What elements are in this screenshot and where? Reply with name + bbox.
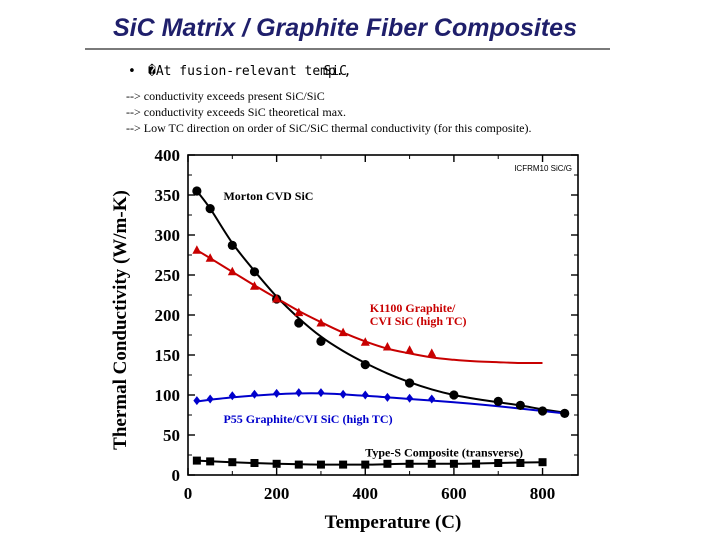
data-point-circle <box>537 406 548 416</box>
data-point-diamond <box>250 389 258 399</box>
y-tick-label: 50 <box>163 426 180 445</box>
x-axis-title: Temperature (C) <box>325 512 462 533</box>
data-point-circle <box>404 378 415 388</box>
data-point-circle <box>515 400 525 410</box>
data-point-diamond <box>193 396 201 406</box>
data-point-circle <box>249 267 260 277</box>
data-point-triangle <box>272 294 282 303</box>
slide-title: SiC Matrix / Graphite Fiber Composites <box>113 14 577 42</box>
annotation-label-3: Type-S Composite (transverse) <box>365 446 523 460</box>
data-point-triangle <box>192 245 202 254</box>
data-point-square <box>272 459 281 468</box>
data-point-circle <box>205 204 215 214</box>
data-point-diamond <box>361 390 369 400</box>
y-tick-label: 100 <box>155 386 181 405</box>
data-point-diamond <box>339 389 347 399</box>
data-point-square <box>206 457 215 466</box>
annotation-label-1: CVI SiC (high TC) <box>370 314 467 328</box>
data-point-square <box>538 458 547 467</box>
data-point-triangle <box>338 327 348 337</box>
data-point-square <box>339 460 348 469</box>
x-tick-label: 0 <box>184 484 193 503</box>
corner-label: ICFRM10 SiC/G <box>514 164 572 173</box>
data-point-square <box>383 459 392 468</box>
x-tick-label: 800 <box>530 484 556 503</box>
annotation-label-1: K1100 Graphite/ <box>370 301 456 315</box>
data-point-triangle <box>427 348 437 357</box>
x-tick-label: 400 <box>353 484 379 503</box>
chart-labels: 0 50 100 150 200 250 300 350 400 0 200 400 600 800 Tem… <box>110 146 572 533</box>
bullet-text: �At fusion-relevant temp., <box>148 64 352 79</box>
annotation-label-0: Morton CVD SiC <box>223 189 313 203</box>
data-point-triangle <box>316 318 326 327</box>
data-point-diamond <box>428 394 436 404</box>
data-point-triangle <box>249 281 259 290</box>
data-point-square <box>472 459 481 468</box>
sub-line-1: --> conductivity exceeds present SiC/SiC <box>126 89 325 103</box>
chart-frame <box>187 154 579 476</box>
chart-markers <box>192 186 570 469</box>
data-point-circle <box>360 360 370 370</box>
data-point-square <box>516 459 525 467</box>
data-point-triangle <box>405 345 415 354</box>
y-axis-title: Thermal Conductivity (W/m-K) <box>110 190 131 450</box>
x-tick-label: 600 <box>441 484 467 503</box>
data-point-circle <box>493 396 503 406</box>
bullet-overlap-text: SiC <box>323 64 347 79</box>
data-point-diamond <box>317 388 325 398</box>
data-point-square <box>316 460 325 469</box>
data-point-circle <box>560 408 570 418</box>
data-point-circle <box>294 318 304 328</box>
data-point-triangle <box>382 342 392 351</box>
y-tick-label: 150 <box>155 346 181 365</box>
data-point-square <box>228 458 237 467</box>
y-tick-label: 250 <box>155 266 181 285</box>
data-point-diamond <box>383 392 391 402</box>
y-tick-label: 200 <box>155 306 181 325</box>
sub-line-3: --> Low TC direction on order of SiC/SiC… <box>126 121 532 135</box>
y-tick-label: 350 <box>155 186 181 205</box>
data-point-square <box>427 459 436 468</box>
bullet-marker: • <box>128 64 136 79</box>
data-point-square <box>361 460 370 469</box>
data-point-square <box>405 459 414 468</box>
series-line-3 <box>196 459 543 466</box>
data-point-triangle <box>227 266 237 276</box>
y-tick-label: 300 <box>155 226 181 245</box>
data-point-triangle <box>205 253 215 262</box>
data-point-square <box>192 456 201 465</box>
x-tick-label: 200 <box>264 484 290 503</box>
data-point-diamond <box>295 388 303 398</box>
thermal-conductivity-chart: 0 50 100 150 200 250 300 350 400 0 200 400 600 800 Tem… <box>110 146 579 533</box>
data-point-circle <box>316 336 326 346</box>
data-point-triangle <box>360 337 370 346</box>
data-point-square <box>294 460 303 469</box>
title-divider <box>85 48 610 50</box>
data-point-square <box>250 459 259 467</box>
data-point-diamond <box>206 394 214 404</box>
annotation-label-2: P55 Graphite/CVI SiC (high TC) <box>223 412 392 426</box>
data-point-circle <box>192 186 202 196</box>
data-point-diamond <box>273 388 281 398</box>
data-point-diamond <box>228 391 236 401</box>
data-point-triangle <box>294 307 304 317</box>
y-tick-label: 0 <box>172 466 181 485</box>
data-point-square <box>494 459 503 467</box>
sub-line-2: --> conductivity exceeds SiC theoretical… <box>126 105 347 119</box>
bullet-line: • �At fusion-relevant temp.,SiC <box>128 64 352 79</box>
data-point-circle <box>227 240 237 250</box>
y-tick-label: 400 <box>155 146 181 165</box>
data-point-circle <box>449 390 459 400</box>
data-point-diamond <box>406 393 414 403</box>
data-point-square <box>449 459 458 468</box>
